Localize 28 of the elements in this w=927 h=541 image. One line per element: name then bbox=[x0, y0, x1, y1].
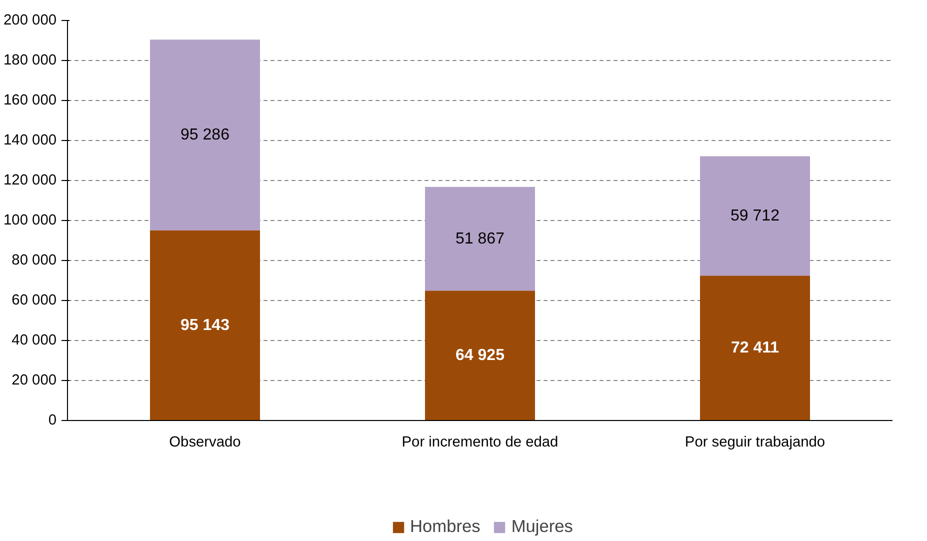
x-tick-label: Por incremento de edad bbox=[402, 434, 558, 450]
y-tick-label: 140 000 bbox=[4, 132, 57, 148]
bar bbox=[150, 40, 260, 230]
y-tick-label: 100 000 bbox=[4, 212, 57, 228]
y-tick-label: 0 bbox=[48, 412, 57, 428]
bar bbox=[425, 290, 535, 420]
legend-label: Hombres bbox=[410, 516, 480, 537]
y-tick-label: 120 000 bbox=[4, 172, 57, 188]
x-tick-label: Por seguir trabajando bbox=[684, 434, 826, 450]
bar bbox=[150, 230, 260, 420]
y-tick-label: 160 000 bbox=[4, 92, 57, 108]
bar bbox=[425, 186, 535, 291]
data-label: 95 143 bbox=[180, 316, 230, 334]
y-tick-label: 60 000 bbox=[12, 292, 56, 308]
y-tick-label: 80 000 bbox=[12, 252, 56, 268]
y-tick-label: 40 000 bbox=[12, 332, 56, 348]
y-tick-label: 180 000 bbox=[4, 52, 57, 68]
bar bbox=[700, 276, 810, 420]
y-tick-label: 20 000 bbox=[12, 372, 56, 388]
data-label: 72 411 bbox=[730, 340, 780, 357]
y-tick-label: 200 000 bbox=[4, 12, 57, 28]
data-label: 59 712 bbox=[730, 207, 780, 224]
legend-label: Mujeres bbox=[511, 516, 573, 537]
x-tick-label: Observado bbox=[169, 434, 241, 450]
data-label: 51 867 bbox=[456, 230, 505, 248]
bar bbox=[700, 156, 810, 276]
data-label: 95 286 bbox=[180, 126, 230, 144]
data-label: 64 925 bbox=[456, 347, 505, 364]
